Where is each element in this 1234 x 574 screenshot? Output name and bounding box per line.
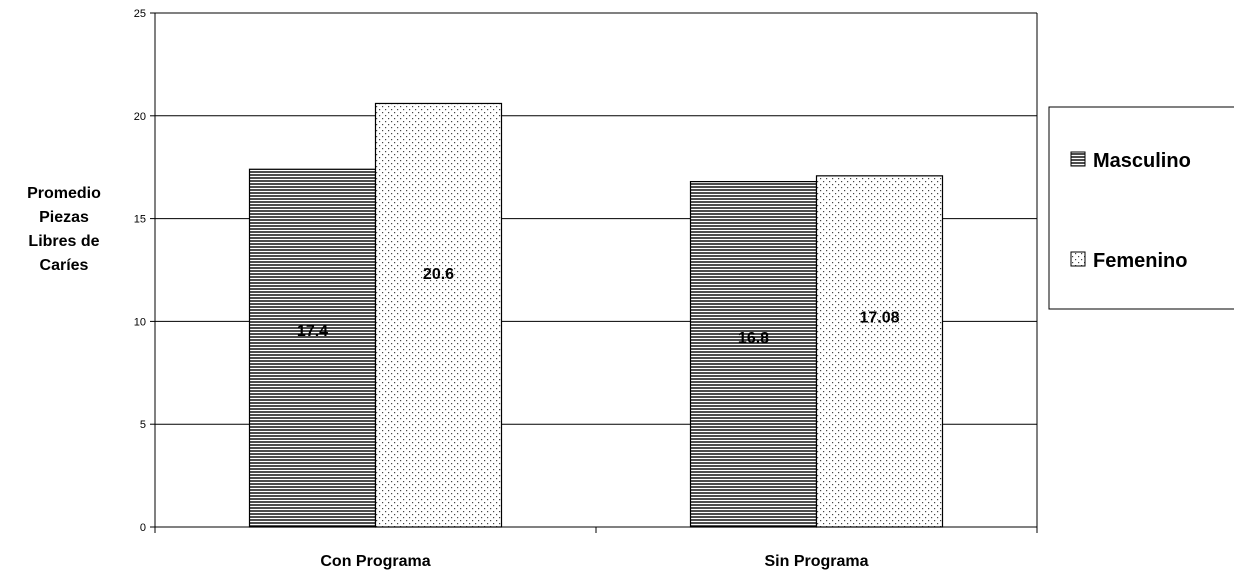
y-tick-label: 5 xyxy=(140,419,146,431)
y-tick-label: 15 xyxy=(134,214,146,226)
legend-swatch-masculino xyxy=(1070,151,1086,167)
bar-masculino-1 xyxy=(689,180,818,528)
data-label: 16.8 xyxy=(738,330,769,347)
x-tick-label: Con Programa xyxy=(320,553,430,570)
axes-layer: 0 5 10 15 20 25 xyxy=(134,8,1038,534)
legend-label: Masculino xyxy=(1093,150,1191,172)
bar-masculino-0 xyxy=(248,168,377,528)
x-tick-label: Sin Programa xyxy=(764,553,868,570)
labels-layer: 17.4 20.6 Con Programa 16.8 17.08 Sin Program… xyxy=(27,185,900,570)
legend-box xyxy=(1048,106,1234,310)
bar-femenino-0 xyxy=(374,102,503,528)
y-tick-label: 10 xyxy=(134,316,146,328)
data-label: 17.08 xyxy=(859,309,899,326)
data-label: 17.4 xyxy=(297,323,328,340)
y-tick-label: 0 xyxy=(140,522,146,534)
bar-femenino-1 xyxy=(815,175,944,528)
legend-swatch-femenino xyxy=(1070,251,1086,267)
data-label: 20.6 xyxy=(423,266,454,283)
bars-layer xyxy=(248,102,944,528)
y-tick-label: 20 xyxy=(134,111,146,123)
y-tick-label: 25 xyxy=(134,8,146,20)
y-axis-label: Promedio Piezas Libres de Caríes xyxy=(27,185,101,274)
legend-label: Femenino xyxy=(1093,250,1187,272)
legend: Masculino Femenino xyxy=(1048,106,1234,310)
